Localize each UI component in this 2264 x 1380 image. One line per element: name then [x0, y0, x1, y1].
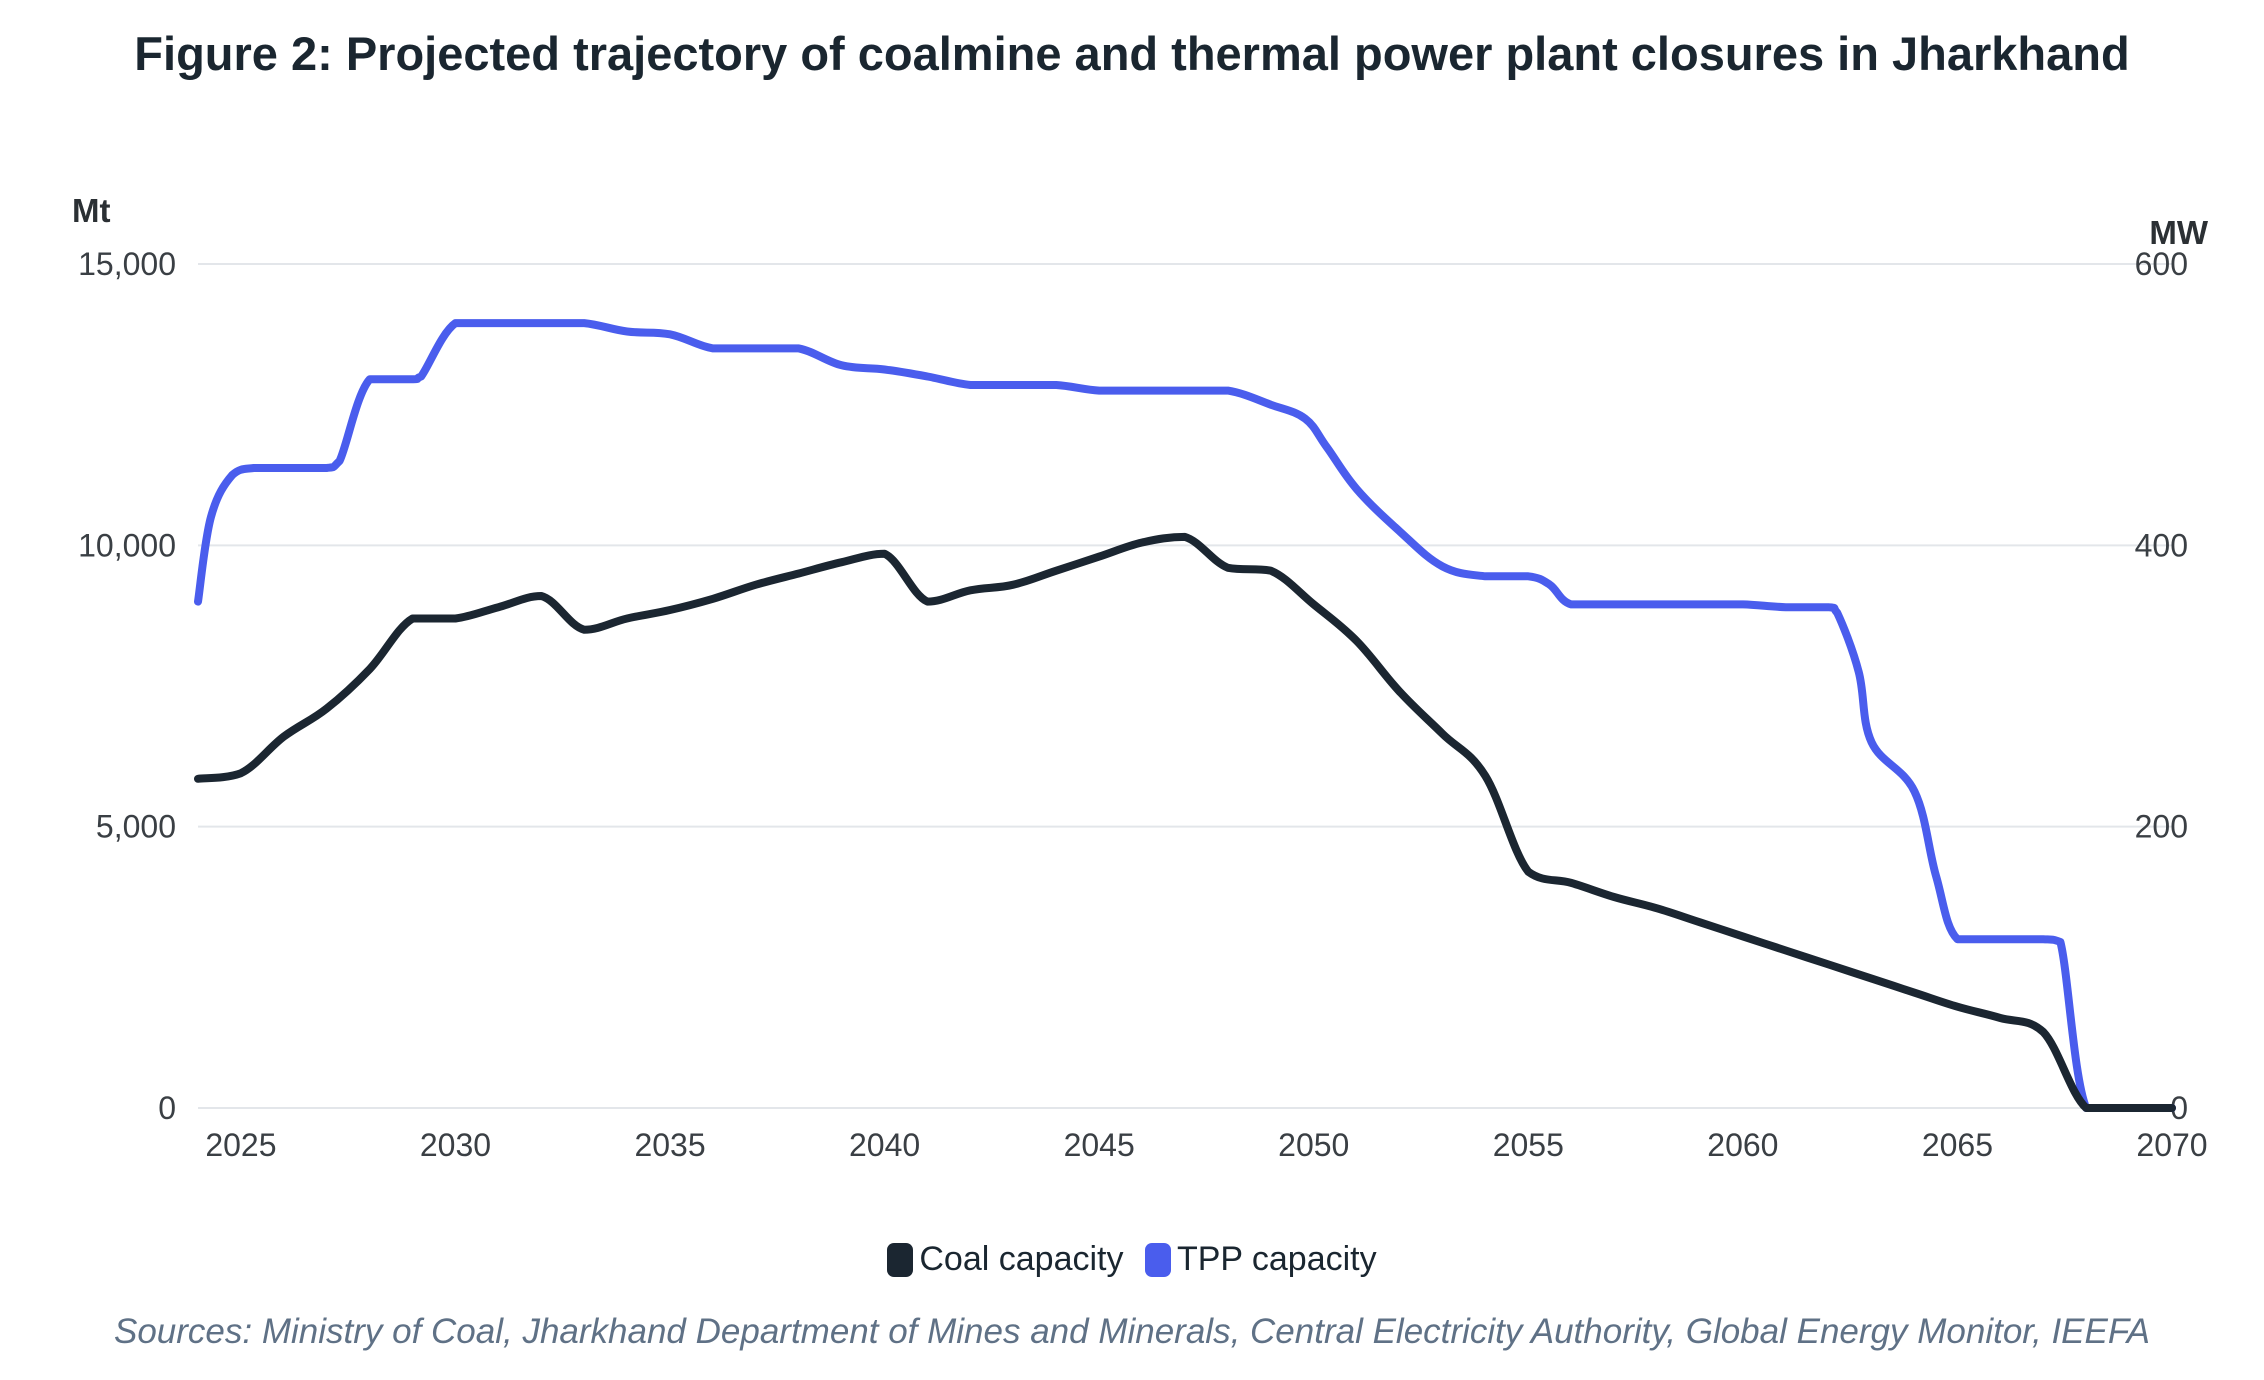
- source-note: Sources: Ministry of Coal, Jharkhand Dep…: [113, 1312, 2150, 1351]
- series-line-coal-capacity[interactable]: [194, 532, 2176, 1112]
- y-right-tick-label: 400: [2135, 527, 2188, 563]
- y-left-tick-label: 15,000: [78, 246, 176, 282]
- x-tick-label: 2050: [1278, 1127, 1349, 1163]
- x-tick-label: 2030: [420, 1127, 491, 1163]
- y-right-tick-label: 200: [2135, 809, 2188, 845]
- x-tick-label: 2060: [1707, 1127, 1778, 1163]
- x-tick-label: 2025: [205, 1127, 276, 1163]
- legend-item-tpp-capacity[interactable]: TPP capacity: [1144, 1240, 1377, 1279]
- x-tick-label: 2045: [1064, 1127, 1135, 1163]
- series-line-tpp-capacity[interactable]: [194, 319, 2176, 1112]
- legend-item-coal-capacity[interactable]: Coal capacity: [887, 1240, 1123, 1279]
- x-tick-label: 2055: [1493, 1127, 1564, 1163]
- legend-swatch-tpp: [1144, 1242, 1171, 1277]
- y-right-tick-label: 600: [2135, 246, 2188, 282]
- y-axis-right-unit: MW: [2149, 214, 2208, 251]
- y-left-tick-label: 0: [158, 1090, 176, 1126]
- legend-label-coal: Coal capacity: [919, 1240, 1124, 1278]
- x-tick-label: 2040: [849, 1127, 920, 1163]
- y-right-tick-label: 0: [2170, 1090, 2188, 1126]
- legend-label-tpp: TPP capacity: [1176, 1240, 1377, 1278]
- y-axis-right-ticks: 0 200 400 600: [2135, 246, 2188, 1126]
- legend-swatch-coal: [887, 1242, 914, 1277]
- x-tick-label: 2065: [1922, 1127, 1993, 1163]
- series-layer: [194, 319, 2176, 1112]
- y-axis-left-ticks: 0 5,000 10,000 15,000: [78, 246, 176, 1126]
- x-axis-ticks: 2025 2030 2035 2040 2045 2050 2055 2060 2065 2070: [205, 1127, 2207, 1163]
- x-tick-label: 2035: [634, 1127, 705, 1163]
- gridlines: [198, 263, 2172, 1109]
- chart-title: Figure 2: Projected trajectory of coalmi…: [134, 27, 2130, 80]
- x-tick-label: 2070: [2136, 1127, 2207, 1163]
- y-left-tick-label: 10,000: [78, 527, 176, 563]
- y-axis-left-unit: Mt: [72, 192, 110, 229]
- legend: Coal capacity TPP capacity: [0, 1240, 2264, 1286]
- y-left-tick-label: 5,000: [96, 809, 176, 845]
